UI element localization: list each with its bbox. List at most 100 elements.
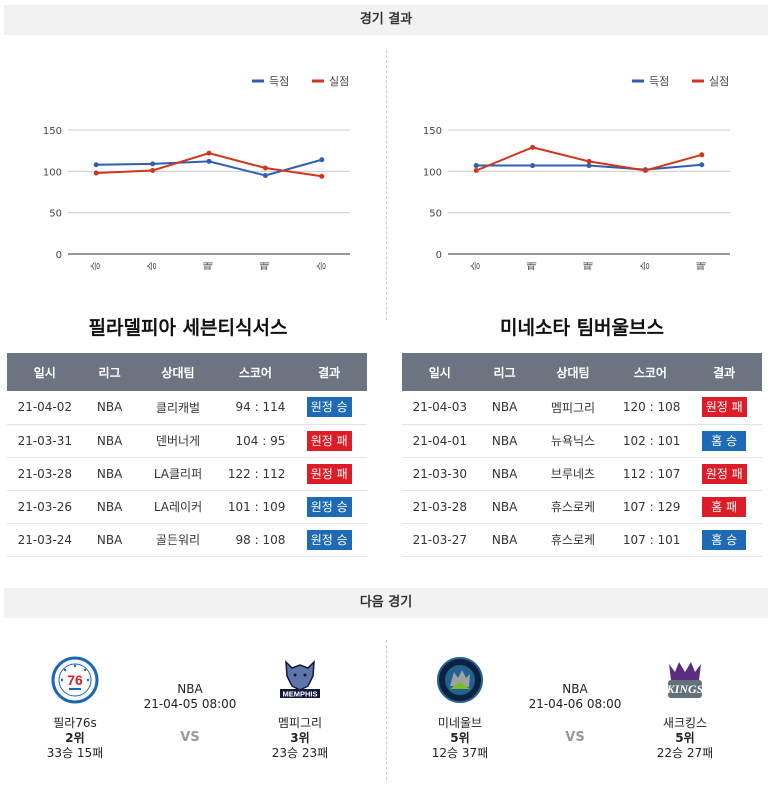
next-game-card[interactable]: 76 필라76s 2위 33승 15패 NBA 21-04-05 08:00 V… <box>15 652 375 782</box>
league-cell: NBA <box>82 424 137 458</box>
legend-label: 득점 <box>269 75 289 88</box>
home-team-rank: 2위 <box>65 731 85 745</box>
league-cell: NBA <box>477 391 532 425</box>
y-tick-label: 150 <box>423 126 442 137</box>
league-cell: NBA <box>477 523 532 557</box>
opponent-cell: 뉴욕닉스 <box>531 424 615 458</box>
league-cell: NBA <box>82 523 137 557</box>
column-header: 결과 <box>291 353 367 391</box>
data-point[interactable] <box>586 163 592 169</box>
league-cell: NBA <box>82 391 137 425</box>
league-cell: NBA <box>477 457 532 491</box>
data-point[interactable] <box>586 158 592 164</box>
data-point[interactable] <box>262 165 268 171</box>
team1-score-chart: 득점 실점 150 100 50 0 승 승 패 패 승 <box>30 60 375 285</box>
y-tick-label: 100 <box>43 167 62 178</box>
table-row: 21-04-03 NBA 멤피그리 120 : 108 원정 패 <box>402 391 762 425</box>
score-cell: 122 : 112 <box>219 457 292 491</box>
timberwolves-logo-icon <box>437 657 483 703</box>
score-cell: 120 : 108 <box>614 391 687 425</box>
data-point[interactable] <box>473 168 479 174</box>
data-point[interactable] <box>319 173 325 179</box>
opponent-cell: 휴스로케 <box>531 523 615 557</box>
date-cell: 21-03-28 <box>7 457 83 491</box>
date-cell: 21-03-28 <box>402 490 478 524</box>
score-cell: 112 : 107 <box>614 457 687 491</box>
column-header: 상대팀 <box>531 353 615 391</box>
column-header: 일시 <box>7 353 83 391</box>
next-game-card[interactable]: 미네울브 5위 12승 37패 NBA 21-04-06 08:00 VS KI… <box>400 652 760 782</box>
x-tick-label: 패 <box>696 261 708 270</box>
home-team[interactable]: 76 필라76s 2위 33승 15패 <box>30 652 120 760</box>
team2-score-chart: 득점 실점 150 100 50 0 승 패 패 승 패 <box>410 60 755 285</box>
legend-label: 실점 <box>709 75 729 88</box>
team2-recent-games-table: 일시 리그 상대팀 스코어 결과 21-04-03 NBA 멤피그리 120 : 108 원정 … <box>402 353 762 557</box>
data-point[interactable] <box>93 170 99 176</box>
column-header: 스코어 <box>219 353 292 391</box>
legend-label: 득점 <box>649 75 669 88</box>
table-header-row: 일시 리그 상대팀 스코어 결과 <box>7 353 367 391</box>
league-cell: NBA <box>82 490 137 524</box>
data-point[interactable] <box>530 163 536 169</box>
column-header: 결과 <box>686 353 762 391</box>
x-tick-label: 승 <box>316 261 328 270</box>
table-row: 21-03-26 NBA LA레이커 101 : 109 원정 승 <box>7 490 367 524</box>
data-point[interactable] <box>262 172 268 178</box>
result-cell: 원정 패 <box>291 424 367 458</box>
data-point[interactable] <box>473 163 479 169</box>
data-point[interactable] <box>93 162 99 168</box>
data-point[interactable] <box>642 168 648 174</box>
result-badge: 홈 승 <box>702 529 747 550</box>
data-point[interactable] <box>206 158 212 164</box>
game-league: NBA <box>177 682 203 696</box>
table-header-row: 일시 리그 상대팀 스코어 결과 <box>402 353 762 391</box>
data-point[interactable] <box>150 161 156 167</box>
result-cell: 원정 패 <box>686 391 762 425</box>
opponent-cell: 클리캐벌 <box>136 391 220 425</box>
svg-text:KINGS: KINGS <box>666 682 704 696</box>
data-point[interactable] <box>206 150 212 156</box>
column-header: 일시 <box>402 353 478 391</box>
result-badge: 원정 패 <box>701 397 747 418</box>
data-point[interactable] <box>699 152 705 158</box>
game-datetime: 21-04-06 08:00 <box>528 697 622 711</box>
76ers-logo-icon: 76 <box>51 656 99 704</box>
date-cell: 21-03-24 <box>7 523 83 557</box>
date-cell: 21-03-27 <box>402 523 478 557</box>
data-point[interactable] <box>530 144 536 150</box>
game-league: NBA <box>562 682 588 696</box>
team1-title: 필라델피아 세븐티식서스 <box>88 317 288 339</box>
away-team[interactable]: MEMPHIS 멤피그리 3위 23승 23패 <box>255 652 345 760</box>
score-cell: 107 : 101 <box>614 523 687 557</box>
away-team-rank: 5위 <box>675 731 695 745</box>
result-cell: 홈 승 <box>686 523 762 557</box>
away-team-name: 멤피그리 <box>277 716 323 730</box>
score-cell: 102 : 101 <box>614 424 687 458</box>
data-point[interactable] <box>699 162 705 168</box>
y-tick-label: 0 <box>436 250 442 261</box>
result-cell: 원정 승 <box>291 523 367 557</box>
home-team[interactable]: 미네울브 5위 12승 37패 <box>415 652 505 760</box>
svg-text:MEMPHIS: MEMPHIS <box>282 690 317 699</box>
date-cell: 21-04-01 <box>402 424 478 458</box>
team1-line-chart: 득점 실점 150 100 50 0 승 승 패 패 승 <box>43 75 350 271</box>
x-tick-label: 패 <box>203 261 215 270</box>
game-datetime: 21-04-05 08:00 <box>143 697 237 711</box>
score-cell: 101 : 109 <box>219 490 292 524</box>
game-info: NBA 21-04-06 08:00 <box>520 682 630 712</box>
result-cell: 원정 승 <box>291 391 367 425</box>
x-tick-label: 승 <box>90 261 102 270</box>
result-badge: 원정 패 <box>306 463 352 484</box>
kings-logo-icon: KINGS <box>666 662 704 698</box>
team1-recent-games-table: 일시 리그 상대팀 스코어 결과 21-04-02 NBA 클리캐벌 94 : 114 원정 승… <box>7 353 367 557</box>
away-team-record: 22승 27패 <box>656 746 714 760</box>
result-badge: 홈 패 <box>702 496 747 517</box>
x-tick-label: 패 <box>259 261 271 270</box>
data-point[interactable] <box>319 157 325 163</box>
score-cell: 94 : 114 <box>219 391 292 425</box>
score-cell: 98 : 108 <box>219 523 292 557</box>
home-team-name: 미네울브 <box>437 716 483 730</box>
opponent-cell: 멤피그리 <box>531 391 615 425</box>
data-point[interactable] <box>150 168 156 174</box>
away-team[interactable]: KINGS 새크킹스 5위 22승 27패 <box>640 652 730 760</box>
